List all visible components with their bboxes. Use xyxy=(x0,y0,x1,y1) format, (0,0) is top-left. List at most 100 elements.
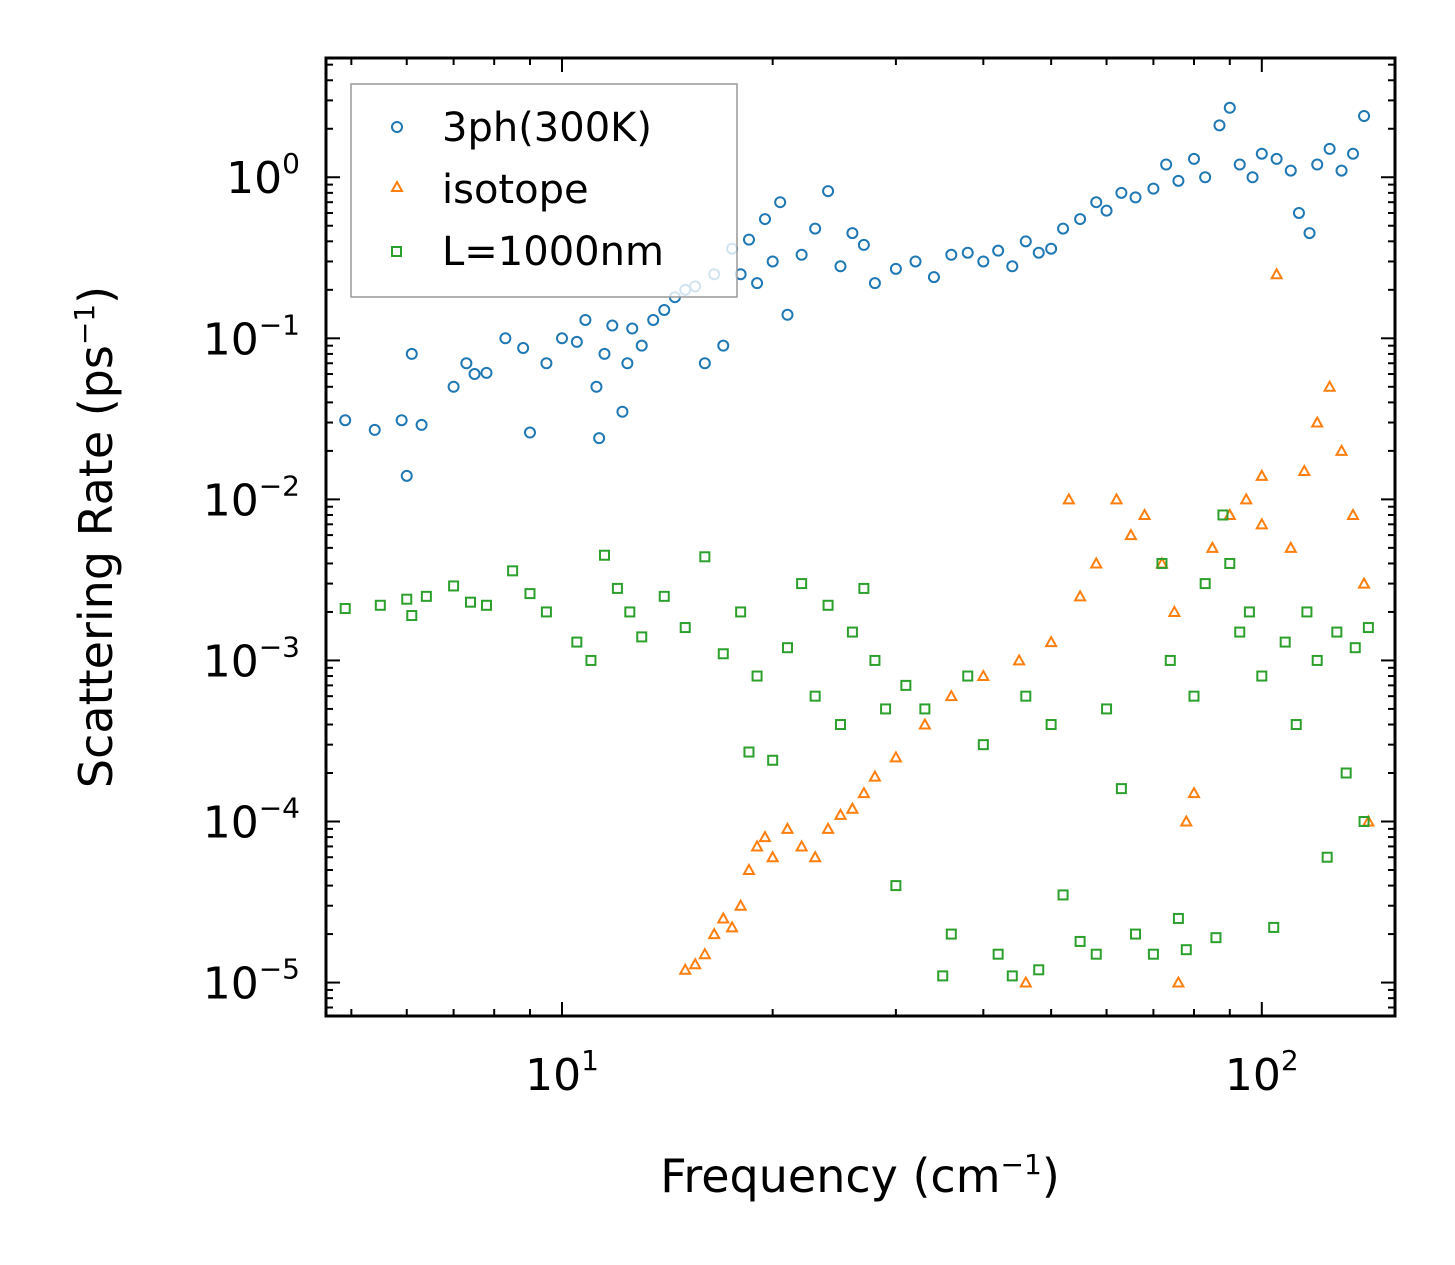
scatter-point xyxy=(858,582,870,594)
scatter-point xyxy=(1006,970,1018,982)
x-tick-label: 101 xyxy=(525,1044,599,1101)
scatter-point xyxy=(1172,912,1184,924)
scatter-point xyxy=(767,754,779,766)
scatter-point xyxy=(1156,557,1168,569)
scatter-point xyxy=(401,593,413,605)
scatter-point xyxy=(635,339,648,352)
legend-box xyxy=(350,83,738,298)
scatter-point xyxy=(507,565,519,577)
scatter-point xyxy=(725,920,739,933)
scatter-point xyxy=(1213,119,1226,132)
scatter-point xyxy=(1357,576,1371,589)
y-tick-label: 10−3 xyxy=(203,630,300,687)
scatter-point xyxy=(1224,557,1236,569)
scatter-point xyxy=(1303,227,1316,240)
scatter-point xyxy=(1167,604,1182,617)
scatter-point xyxy=(961,246,974,259)
scatter-point xyxy=(937,970,949,982)
scatter-point xyxy=(992,244,1005,257)
y-tick-label: 10−5 xyxy=(203,953,300,1010)
scatter-point xyxy=(758,830,772,843)
y-axis-title: Scattering Rate (ps−1) xyxy=(68,286,123,788)
scatter-point xyxy=(524,588,536,600)
scatter-point xyxy=(1340,767,1352,779)
scatter-point xyxy=(540,606,552,618)
scatter-point xyxy=(1270,152,1283,165)
scatter-point xyxy=(1284,164,1297,177)
scatter-point xyxy=(868,769,882,782)
scatter-point xyxy=(1246,171,1259,184)
scatter-point xyxy=(1323,142,1336,155)
scatter-point xyxy=(1187,786,1201,799)
scatter-point xyxy=(1045,719,1057,731)
scatter-point xyxy=(1234,626,1246,638)
scatter-point xyxy=(809,222,822,235)
scatter-point xyxy=(647,313,660,326)
plot-frame xyxy=(324,56,1397,1018)
scatter-point xyxy=(1205,540,1220,553)
scatter-point xyxy=(699,551,711,563)
scatter-point xyxy=(1199,171,1212,184)
scatter-point xyxy=(571,636,583,648)
scatter-point xyxy=(1129,191,1142,204)
scatter-point xyxy=(780,821,795,834)
scatter-point xyxy=(688,957,702,970)
scatter-point xyxy=(822,599,834,611)
scatter-point xyxy=(468,368,481,381)
scatter-point xyxy=(1358,110,1371,123)
scatter-point xyxy=(1310,415,1324,428)
scatter-point xyxy=(1074,213,1087,226)
scatter-point xyxy=(579,313,592,326)
scatter-point xyxy=(742,233,755,246)
scatter-point xyxy=(707,927,721,940)
scatter-point xyxy=(1012,653,1026,666)
scatter-point xyxy=(808,850,822,863)
scatter-point xyxy=(822,185,835,198)
scatter-point xyxy=(1006,260,1019,273)
scatter-point xyxy=(758,213,771,226)
scatter-point xyxy=(1090,196,1103,209)
scatter-point xyxy=(833,807,848,820)
scatter-point xyxy=(1335,164,1348,177)
scatter-point xyxy=(1347,147,1360,160)
scatter-point xyxy=(1279,636,1291,648)
scatter-point xyxy=(857,238,870,251)
scatter-point xyxy=(944,689,959,702)
scatter-point xyxy=(447,380,460,393)
scatter-point xyxy=(743,746,755,758)
scatter-point xyxy=(869,654,881,666)
scatter-point xyxy=(1019,235,1032,248)
scatter-point xyxy=(1292,206,1305,219)
scatter-point xyxy=(460,357,473,370)
scatter-point xyxy=(834,260,847,273)
scatter-point xyxy=(1290,719,1302,731)
scatter-point xyxy=(889,262,902,275)
y-tick-label: 10−1 xyxy=(203,308,300,365)
scatter-point xyxy=(1358,815,1370,827)
scatter-point xyxy=(945,248,958,261)
scatter-point xyxy=(1188,690,1200,702)
scatter-point xyxy=(1255,468,1269,481)
scatter-point xyxy=(1045,242,1058,255)
scatter-point xyxy=(1062,492,1076,505)
scatter-point xyxy=(374,599,386,611)
scatter-point xyxy=(1217,509,1229,521)
scatter-point xyxy=(698,357,711,370)
scatter-point xyxy=(1179,814,1193,827)
scatter-point xyxy=(678,962,692,975)
scatter-point xyxy=(774,196,787,209)
scatter-point xyxy=(992,948,1004,960)
scatter-point xyxy=(698,947,712,960)
scatter-point xyxy=(1044,635,1058,648)
scatter-point xyxy=(1100,204,1113,217)
scatter-point xyxy=(405,347,418,360)
scatter-point xyxy=(480,599,492,611)
scatter-point xyxy=(795,248,808,261)
scatter-point xyxy=(464,596,476,608)
scatter-point xyxy=(742,862,756,875)
scatter-point xyxy=(1101,703,1113,715)
scatter-point xyxy=(977,255,990,268)
scatter-point xyxy=(890,880,902,892)
scatter-point xyxy=(598,549,610,561)
